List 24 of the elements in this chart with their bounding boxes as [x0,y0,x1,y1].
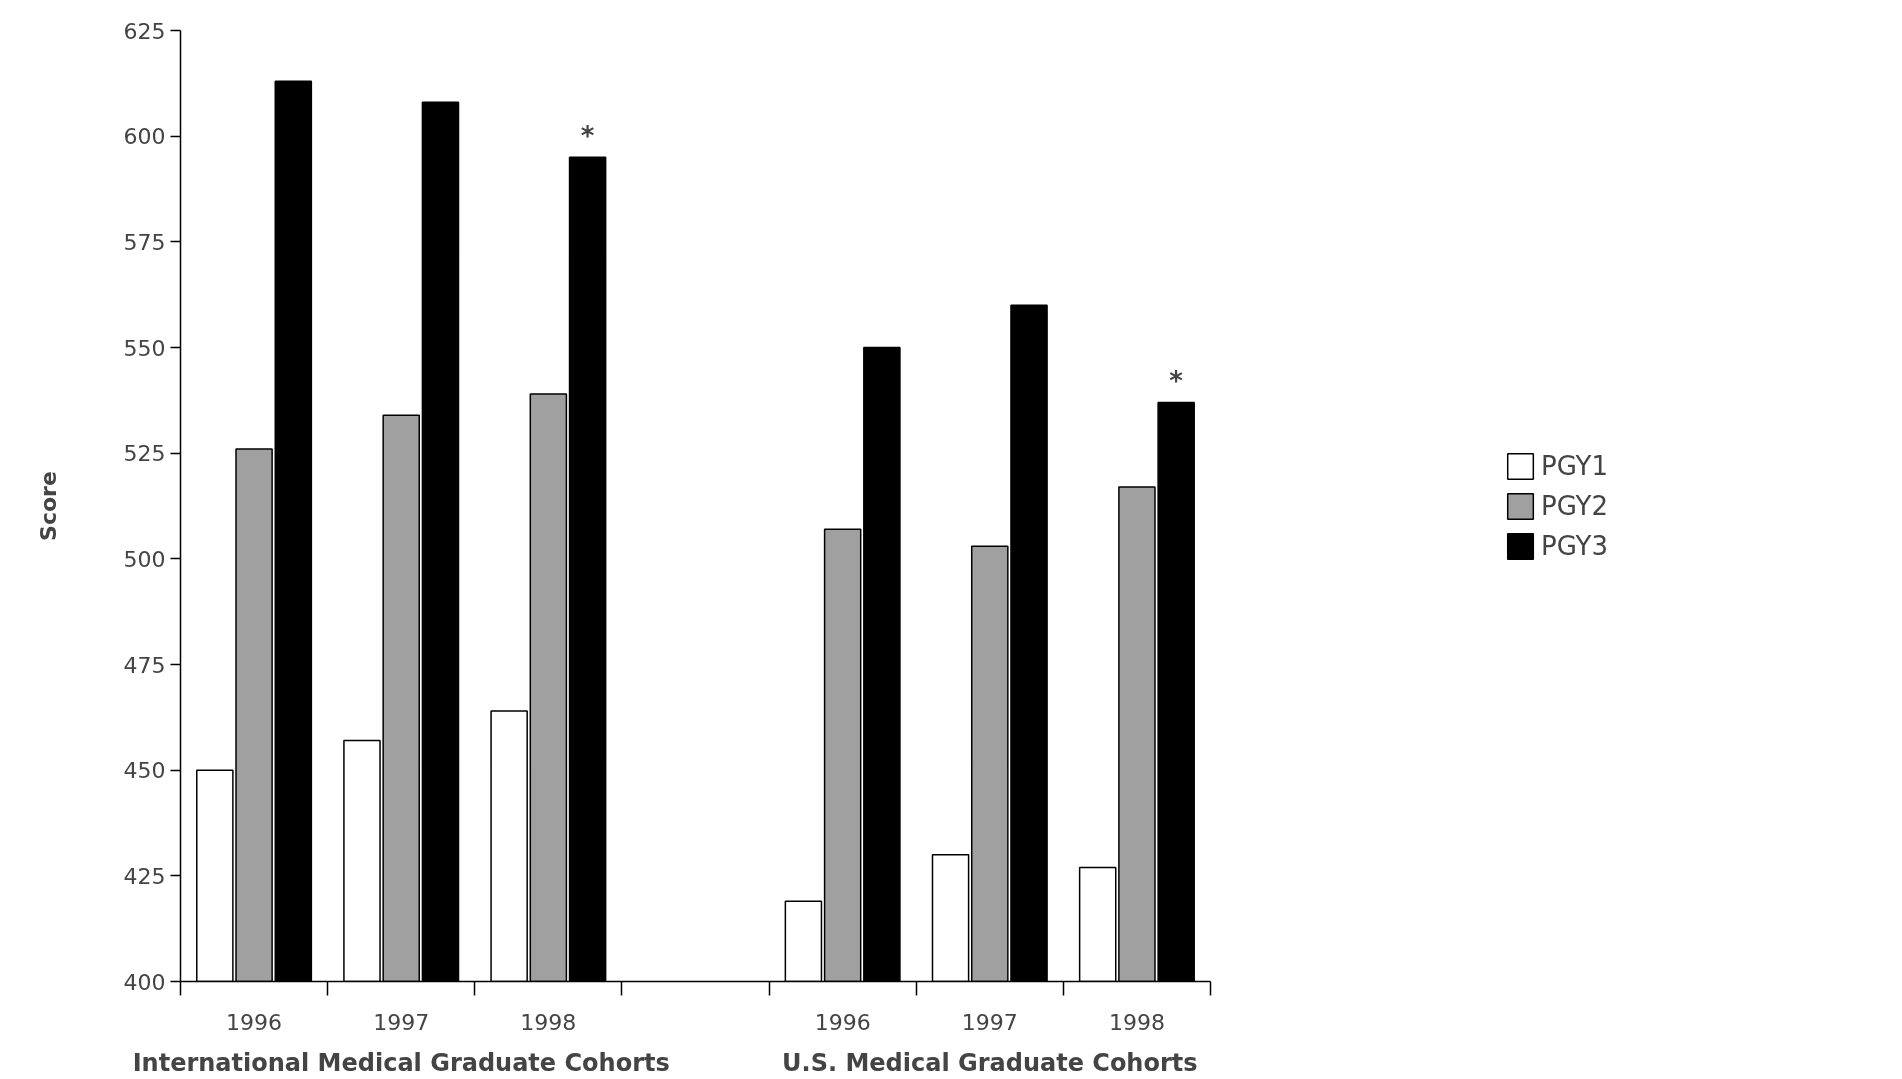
x-tick-label: 1997 [961,1009,1018,1035]
x-tick-label: 1996 [226,1009,283,1035]
x-tick-label: 1996 [814,1009,871,1035]
legend-label: PGY2 [1541,490,1608,521]
y-tick-label: 450 [123,758,166,784]
y-tick-label: 550 [123,335,166,361]
y-tick-label: 625 [123,18,166,44]
text: U.S. Medical Graduate Cohorts [782,1048,1198,1077]
x-tick-label: 1998 [520,1009,577,1035]
x-tick-label: 1997 [373,1009,430,1035]
y-tick-label: 400 [123,969,166,995]
y-tick-label: 500 [123,546,166,572]
y-axis-title: Score [35,471,61,541]
legend-label: PGY1 [1541,450,1608,481]
y-tick-label: 475 [123,652,166,678]
text: International Medical Graduate Cohorts [132,1048,670,1077]
x-tick-label: 1998 [1108,1009,1165,1035]
y-tick-label: 425 [123,863,166,889]
y-tick-label: 600 [123,124,166,150]
legend-label: PGY3 [1541,530,1608,561]
y-tick-label: 575 [123,229,166,255]
annotation: * [1169,366,1184,397]
annotation: * [580,121,595,152]
y-tick-label: 525 [123,441,166,467]
